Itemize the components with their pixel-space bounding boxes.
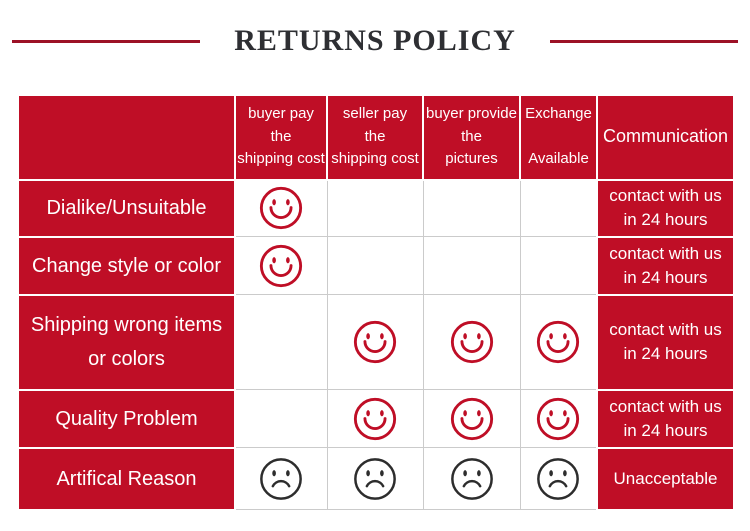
smiley-cell	[234, 179, 328, 237]
smiley-face-icon	[353, 320, 397, 364]
smiley-cell	[234, 236, 328, 295]
table-row: Quality Problem contact with us in 24 hou…	[17, 388, 735, 449]
smiley-face-icon	[353, 397, 397, 440]
returns-policy-table: buyer pay the shipping cost seller pay t…	[17, 93, 735, 511]
sad-face-icon	[354, 457, 396, 500]
empty-cell	[234, 389, 328, 448]
table-header: buyer pay the shipping cost seller pay t…	[17, 93, 735, 181]
title-divider-right	[549, 39, 739, 43]
header-cell-category	[17, 93, 236, 181]
row-label: Quality Problem	[17, 388, 236, 449]
table-row: Change style or color contact with us in …	[17, 235, 735, 296]
title-divider-left	[12, 39, 201, 43]
header-cell-buyer-pay: buyer pay the shipping cost	[234, 93, 328, 181]
header-cell-exchange: Exchange Available	[519, 93, 598, 181]
empty-cell	[234, 294, 328, 390]
header-cell-communication: Communication	[596, 93, 735, 181]
header-cell-buyer-provide: buyer provide the pictures	[422, 93, 521, 181]
row-label: Artifical Reason	[17, 446, 236, 511]
row-label: Shipping wrong items or colors	[17, 293, 236, 391]
communication-cell: contact with us in 24 hours	[596, 293, 735, 391]
sad-cell	[234, 447, 328, 510]
table-row: Shipping wrong items or colors contact wi…	[17, 293, 735, 391]
smiley-cell	[519, 389, 598, 448]
empty-cell	[519, 179, 598, 237]
communication-cell: contact with us in 24 hours	[596, 178, 735, 238]
sad-face-icon	[537, 457, 580, 500]
table-row: Dialike/Unsuitable contact with us in 24 …	[17, 178, 735, 238]
empty-cell	[422, 179, 521, 237]
smiley-face-icon	[450, 320, 493, 364]
smiley-cell	[519, 294, 598, 390]
smiley-face-icon	[260, 244, 303, 287]
row-label: Dialike/Unsuitable	[17, 178, 236, 238]
sad-cell	[422, 447, 521, 510]
smiley-face-icon	[260, 187, 303, 230]
empty-cell	[326, 236, 424, 295]
row-label: Change style or color	[17, 235, 236, 296]
communication-cell: contact with us in 24 hours	[596, 388, 735, 449]
communication-cell: Unacceptable	[596, 446, 735, 511]
smiley-face-icon	[537, 320, 580, 364]
header-row: buyer pay the shipping cost seller pay t…	[17, 93, 735, 181]
smiley-cell	[326, 294, 424, 390]
smiley-cell	[422, 294, 521, 390]
empty-cell	[422, 236, 521, 295]
smiley-cell	[422, 389, 521, 448]
smiley-face-icon	[537, 397, 580, 440]
empty-cell	[326, 179, 424, 237]
header-cell-seller-pay: seller pay the shipping cost	[326, 93, 424, 181]
sad-face-icon	[260, 457, 303, 500]
empty-cell	[519, 236, 598, 295]
sad-cell	[519, 447, 598, 510]
communication-cell: contact with us in 24 hours	[596, 235, 735, 296]
smiley-cell	[326, 389, 424, 448]
smiley-face-icon	[450, 397, 493, 440]
page-header: RETURNS POLICY	[0, 24, 750, 59]
sad-face-icon	[450, 457, 493, 500]
sad-cell	[326, 447, 424, 510]
page-title: RETURNS POLICY	[234, 24, 516, 57]
table-body: Dialike/Unsuitable contact with us in 24 …	[17, 178, 735, 511]
table-row: Artifical Reason Unacceptable	[17, 446, 735, 511]
